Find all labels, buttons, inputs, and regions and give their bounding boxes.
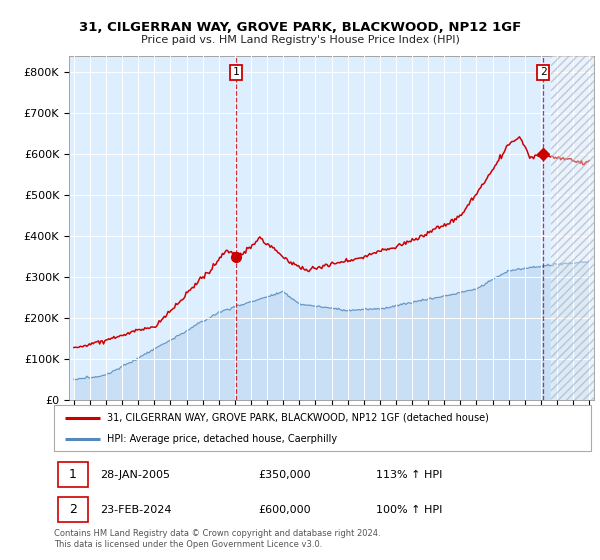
FancyBboxPatch shape [58,497,88,522]
Text: 113% ↑ HPI: 113% ↑ HPI [376,470,443,480]
Text: HPI: Average price, detached house, Caerphilly: HPI: Average price, detached house, Caer… [107,435,337,444]
Text: 31, CILGERRAN WAY, GROVE PARK, BLACKWOOD, NP12 1GF: 31, CILGERRAN WAY, GROVE PARK, BLACKWOOD… [79,21,521,34]
Text: 2: 2 [540,67,547,77]
Text: 28-JAN-2005: 28-JAN-2005 [100,470,170,480]
Text: 1: 1 [233,67,239,77]
Text: £600,000: £600,000 [258,505,311,515]
FancyBboxPatch shape [58,463,88,487]
Text: 2: 2 [69,503,77,516]
Bar [551,56,594,400]
Text: £350,000: £350,000 [258,470,311,480]
Text: 1: 1 [69,468,77,482]
Text: Price paid vs. HM Land Registry's House Price Index (HPI): Price paid vs. HM Land Registry's House … [140,35,460,45]
FancyBboxPatch shape [54,405,591,451]
Text: 31, CILGERRAN WAY, GROVE PARK, BLACKWOOD, NP12 1GF (detached house): 31, CILGERRAN WAY, GROVE PARK, BLACKWOOD… [107,413,488,423]
Bar [551,56,594,400]
Text: 100% ↑ HPI: 100% ↑ HPI [376,505,443,515]
Text: Contains HM Land Registry data © Crown copyright and database right 2024.
This d: Contains HM Land Registry data © Crown c… [54,529,380,549]
Text: 23-FEB-2024: 23-FEB-2024 [100,505,171,515]
